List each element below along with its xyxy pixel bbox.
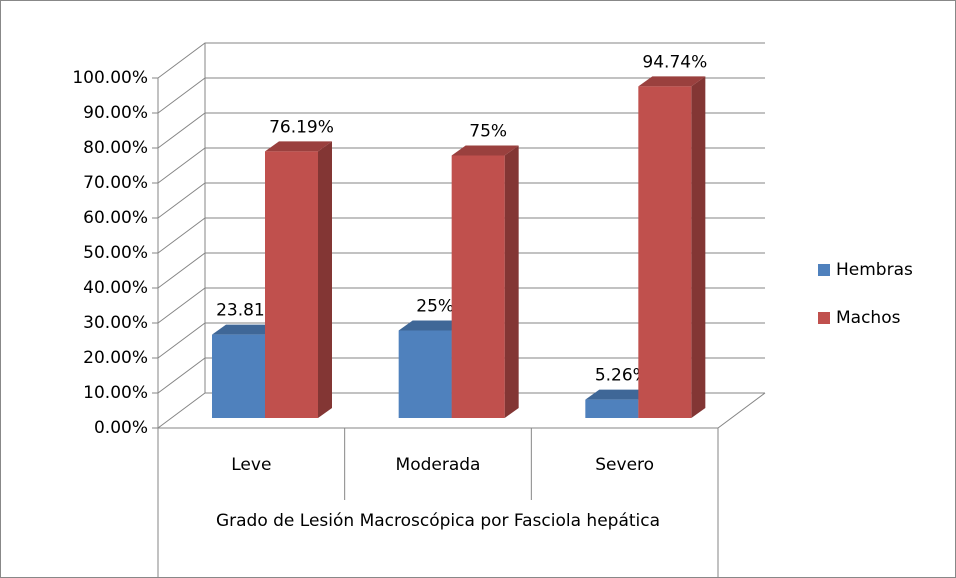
legend-swatch xyxy=(818,264,830,276)
bar xyxy=(265,141,332,418)
grid-line xyxy=(157,287,765,324)
bar-front xyxy=(265,151,318,418)
grid-line xyxy=(157,182,765,219)
grid-line xyxy=(157,217,765,254)
bar-top xyxy=(451,145,519,156)
grid-line xyxy=(157,392,765,429)
legend-swatch xyxy=(818,312,830,324)
y-tick-label: 90.00% xyxy=(83,103,148,123)
grid-line xyxy=(157,357,765,394)
grid-line xyxy=(157,147,765,184)
data-label: 25% xyxy=(416,297,454,317)
x-tick-label: Leve xyxy=(231,455,271,475)
data-label: 23.81% xyxy=(216,301,281,321)
legend-label: Machos xyxy=(836,308,901,328)
y-tick-label: 10.00% xyxy=(83,383,148,403)
bar-top xyxy=(638,76,706,87)
y-tick-label: 0.00% xyxy=(94,418,148,438)
bar-front xyxy=(585,399,639,418)
y-tick-label: 50.00% xyxy=(83,243,148,263)
y-tick-label: 40.00% xyxy=(83,278,148,298)
bar-side xyxy=(318,141,332,418)
grid-line xyxy=(157,252,765,289)
data-label: 75% xyxy=(469,122,507,142)
data-label: 76.19% xyxy=(269,117,334,137)
x-axis-title: Grado de Lesión Macroscópica por Fasciol… xyxy=(215,511,661,531)
x-tick-label: Severo xyxy=(595,455,654,475)
grid-line xyxy=(157,322,765,359)
y-tick-label: 70.00% xyxy=(83,173,148,193)
y-tick-label: 60.00% xyxy=(83,208,148,228)
bar-side xyxy=(504,145,519,418)
data-label: 94.74% xyxy=(642,52,707,72)
data-label: 5.26% xyxy=(595,366,649,386)
bar xyxy=(451,145,519,418)
y-tick-label: 20.00% xyxy=(83,348,148,368)
bar-front xyxy=(398,330,452,418)
x-tick-label: Moderada xyxy=(396,455,481,475)
bar-top xyxy=(212,324,279,335)
bar-front xyxy=(451,155,505,418)
grid-line xyxy=(157,112,765,149)
bar-side xyxy=(691,76,706,418)
bar-front xyxy=(638,86,692,418)
grid-line xyxy=(157,77,765,114)
y-tick-label: 30.00% xyxy=(83,313,148,333)
y-tick-label: 100.00% xyxy=(72,68,148,88)
bar-top xyxy=(398,320,466,331)
bar-front xyxy=(212,334,265,418)
bar-top xyxy=(585,389,653,400)
grid-line xyxy=(157,42,765,79)
bar-top xyxy=(265,141,332,152)
bar xyxy=(638,76,706,418)
y-tick-label: 80.00% xyxy=(83,138,148,158)
legend-label: Hembras xyxy=(836,260,913,280)
